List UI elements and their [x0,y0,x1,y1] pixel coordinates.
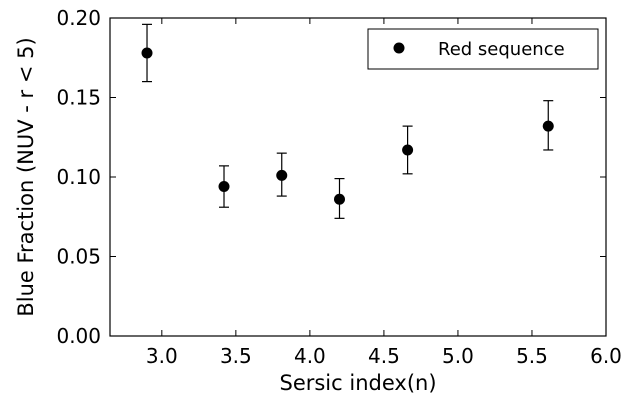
legend-label-red-sequence: Red sequence [438,39,565,60]
x-tick-label: 3.5 [220,344,252,368]
y-tick-label: 0.15 [56,86,101,110]
x-tick-label: 4.0 [294,344,326,368]
legend: Red sequence [367,28,599,70]
y-axis-label: Blue Fraction (NUV - r < 5) [14,37,38,316]
data-point [276,169,288,181]
y-tick-label: 0.20 [56,6,101,30]
x-tick-label: 3.0 [146,344,178,368]
legend-box [367,28,599,70]
x-tick-labels: 3.0 3.5 4.0 4.5 5.0 5.5 6.0 [146,344,622,368]
x-tick-label: 5.5 [516,344,548,368]
data-point [141,47,153,59]
plot-frame [109,17,607,337]
x-tick-label: 4.5 [368,344,400,368]
data-point [402,144,414,156]
y-tick-label: 0.00 [56,324,101,348]
data-points [141,47,554,205]
data-point [218,181,230,193]
data-point [542,120,554,132]
x-tick-label: 5.0 [442,344,474,368]
y-tick-label: 0.10 [56,165,101,189]
y-tick-labels: 0.00 0.05 0.10 0.15 0.20 [56,6,101,348]
x-axis-label: Sersic index(n) [279,371,436,395]
x-tick-label: 6.0 [590,344,622,368]
data-point [333,193,345,205]
legend-marker-red-sequence [393,42,405,54]
y-tick-label: 0.05 [56,245,101,269]
